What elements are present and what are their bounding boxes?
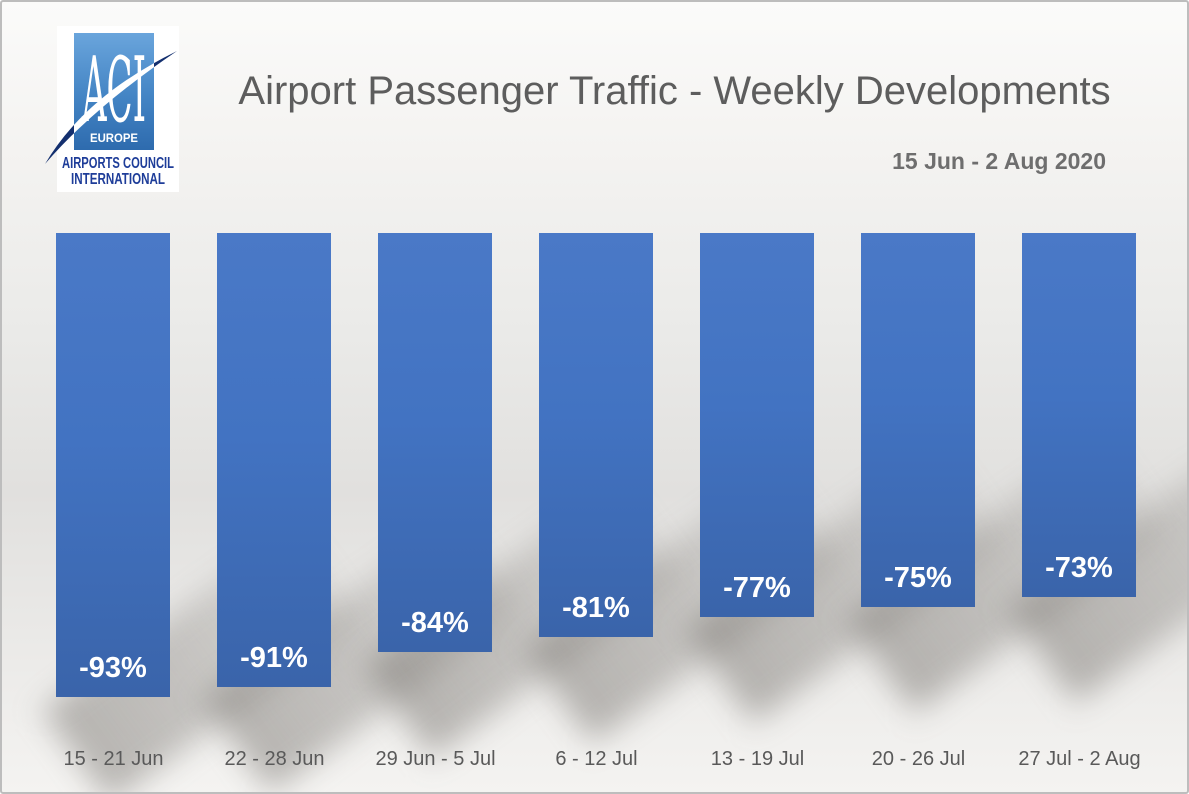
logo-org-line2: INTERNATIONAL — [71, 171, 165, 188]
logo-swoosh-white-segment — [74, 63, 154, 134]
x-axis-label: 27 Jul - 2 Aug — [1018, 748, 1141, 770]
logo-region-label: EUROPE — [90, 131, 138, 145]
bar: -75% — [861, 233, 975, 607]
bar: -91% — [217, 233, 331, 687]
x-axis-label: 29 Jun - 5 Jul — [375, 748, 496, 770]
bar: -93% — [56, 233, 170, 697]
bar-value-label: -75% — [884, 562, 952, 594]
x-axis-label: 20 - 26 Jul — [871, 748, 966, 770]
aci-europe-logo: ACI EUROPE AIRPORTS COUNCIL INTERNATIONA… — [45, 26, 179, 192]
logo-acronym: ACI — [82, 38, 146, 143]
chart-title: Airport Passenger Traffic - Weekly Devel… — [238, 69, 1111, 113]
bar: -84% — [378, 233, 492, 652]
bar: -81% — [539, 233, 653, 637]
x-axis-label: 22 - 28 Jun — [224, 748, 325, 770]
bar: -77% — [700, 233, 814, 617]
x-axis-label: 13 - 19 Jul — [710, 748, 805, 770]
x-axis-label: 15 - 21 Jun — [63, 748, 164, 770]
bar-value-label: -84% — [401, 607, 469, 639]
bar-value-label: -73% — [1045, 552, 1113, 584]
bar-value-label: -81% — [562, 592, 630, 624]
chart-subtitle: 15 Jun - 2 Aug 2020 — [892, 148, 1106, 174]
logo-org-line1: AIRPORTS COUNCIL — [62, 155, 174, 172]
bar-value-label: -91% — [240, 642, 308, 674]
x-axis-label: 6 - 12 Jul — [555, 748, 638, 770]
bar-value-label: -77% — [723, 572, 791, 604]
bar-value-label: -93% — [79, 652, 147, 684]
bar: -73% — [1022, 233, 1136, 597]
